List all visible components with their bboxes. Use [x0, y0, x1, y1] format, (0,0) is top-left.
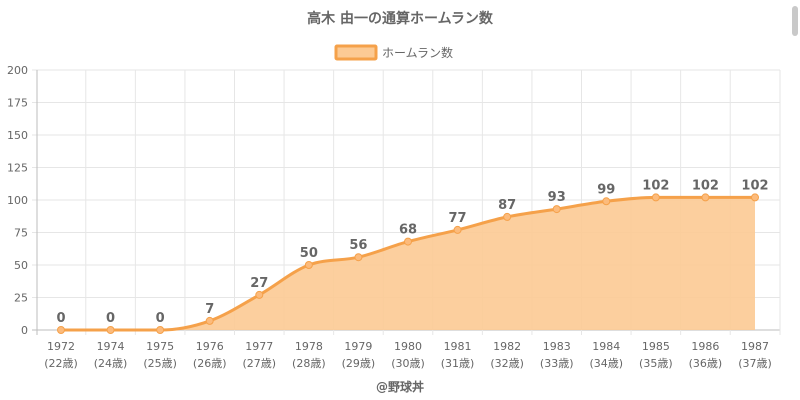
data-point[interactable] [503, 212, 512, 221]
x-tick-sublabel: (24歳) [94, 357, 128, 370]
data-point[interactable] [354, 253, 363, 262]
x-tick-sublabel: (34歳) [589, 357, 623, 370]
data-label: 0 [56, 311, 65, 326]
data-label: 68 [399, 223, 417, 238]
data-point[interactable] [106, 326, 115, 334]
y-tick-label: 50 [14, 259, 28, 272]
x-tick-label: 1978 [295, 340, 323, 353]
data-point[interactable] [602, 197, 611, 206]
x-tick-sublabel: (37歳) [738, 357, 772, 370]
data-label: 7 [205, 302, 214, 317]
x-tick-label: 1977 [245, 340, 273, 353]
data-point[interactable] [552, 205, 561, 214]
data-label: 102 [741, 178, 768, 193]
y-tick-label: 125 [7, 162, 28, 175]
x-tick-label: 1974 [97, 340, 125, 353]
x-tick-sublabel: (27歳) [242, 357, 276, 370]
y-tick-label: 150 [7, 129, 28, 142]
x-tick-label: 1986 [691, 340, 719, 353]
y-tick-label: 25 [14, 292, 28, 305]
y-tick-label: 0 [21, 324, 28, 337]
data-label: 102 [642, 178, 669, 193]
x-tick-sublabel: (22歳) [44, 357, 78, 370]
x-axis: 1972 (22歳) 1974 (24歳) 1975 (25歳) 1976 (26歳) 1977… [44, 340, 772, 370]
x-tick-label: 1979 [344, 340, 372, 353]
x-tick-label: 1985 [642, 340, 670, 353]
x-tick-label: 1972 [47, 340, 75, 353]
data-point[interactable] [651, 193, 660, 202]
x-tick-label: 1982 [493, 340, 521, 353]
y-axis: 0 25 50 75 100 125 150 175 200 [7, 64, 28, 337]
legend-swatch [334, 44, 378, 61]
x-tick-sublabel: (30歳) [391, 357, 425, 370]
data-label: 99 [597, 182, 615, 197]
y-tick-label: 200 [7, 64, 28, 77]
x-tick-sublabel: (33歳) [540, 357, 574, 370]
y-tick-label: 100 [7, 194, 28, 207]
x-tick-label: 1981 [444, 340, 472, 353]
x-tick-sublabel: (32歳) [490, 357, 524, 370]
data-point[interactable] [156, 326, 165, 334]
x-tick-sublabel: (35歳) [639, 357, 673, 370]
data-label: 56 [349, 238, 367, 253]
x-tick-label: 1980 [394, 340, 422, 353]
legend[interactable]: ホームラン数 [334, 44, 453, 61]
data-point[interactable] [304, 261, 313, 269]
x-tick-label: 1987 [741, 340, 769, 353]
data-point[interactable] [57, 326, 65, 334]
x-tick-label: 1976 [196, 340, 224, 353]
y-tick-label: 75 [14, 227, 28, 240]
legend-label: ホームラン数 [382, 45, 453, 60]
data-point[interactable] [751, 193, 759, 202]
x-tick-label: 1975 [146, 340, 174, 353]
data-label: 87 [498, 198, 516, 213]
x-tick-sublabel: (25歳) [143, 357, 177, 370]
data-point[interactable] [205, 316, 214, 325]
x-tick-sublabel: (26歳) [193, 357, 227, 370]
data-point[interactable] [453, 225, 462, 234]
x-tick-sublabel: (29歳) [342, 357, 376, 370]
x-tick-sublabel: (31歳) [441, 357, 475, 370]
data-label: 50 [300, 246, 318, 261]
data-labels: 0 0 0 7 27 50 56 68 77 87 93 99 102 102 102 [56, 178, 768, 326]
data-point[interactable] [255, 290, 264, 299]
chart-title: 高木 由一の通算ホームラン数 [307, 10, 494, 27]
x-tick-label: 1984 [592, 340, 620, 353]
data-label: 77 [449, 211, 467, 226]
data-point[interactable] [701, 193, 710, 202]
data-label: 93 [548, 190, 566, 205]
x-tick-sublabel: (36歳) [689, 357, 723, 370]
data-point[interactable] [404, 237, 412, 246]
data-label: 102 [692, 178, 719, 193]
data-label: 0 [156, 311, 165, 326]
series-area [61, 197, 755, 330]
y-tick-label: 175 [7, 97, 28, 110]
data-label: 27 [250, 276, 268, 291]
x-tick-label: 1983 [543, 340, 571, 353]
scrollbar-thumb[interactable] [792, 6, 798, 36]
series-home-runs [57, 193, 759, 334]
x-tick-sublabel: (28歳) [292, 357, 326, 370]
data-label: 0 [106, 311, 115, 326]
footer-credit: @野球丼 [376, 379, 424, 394]
